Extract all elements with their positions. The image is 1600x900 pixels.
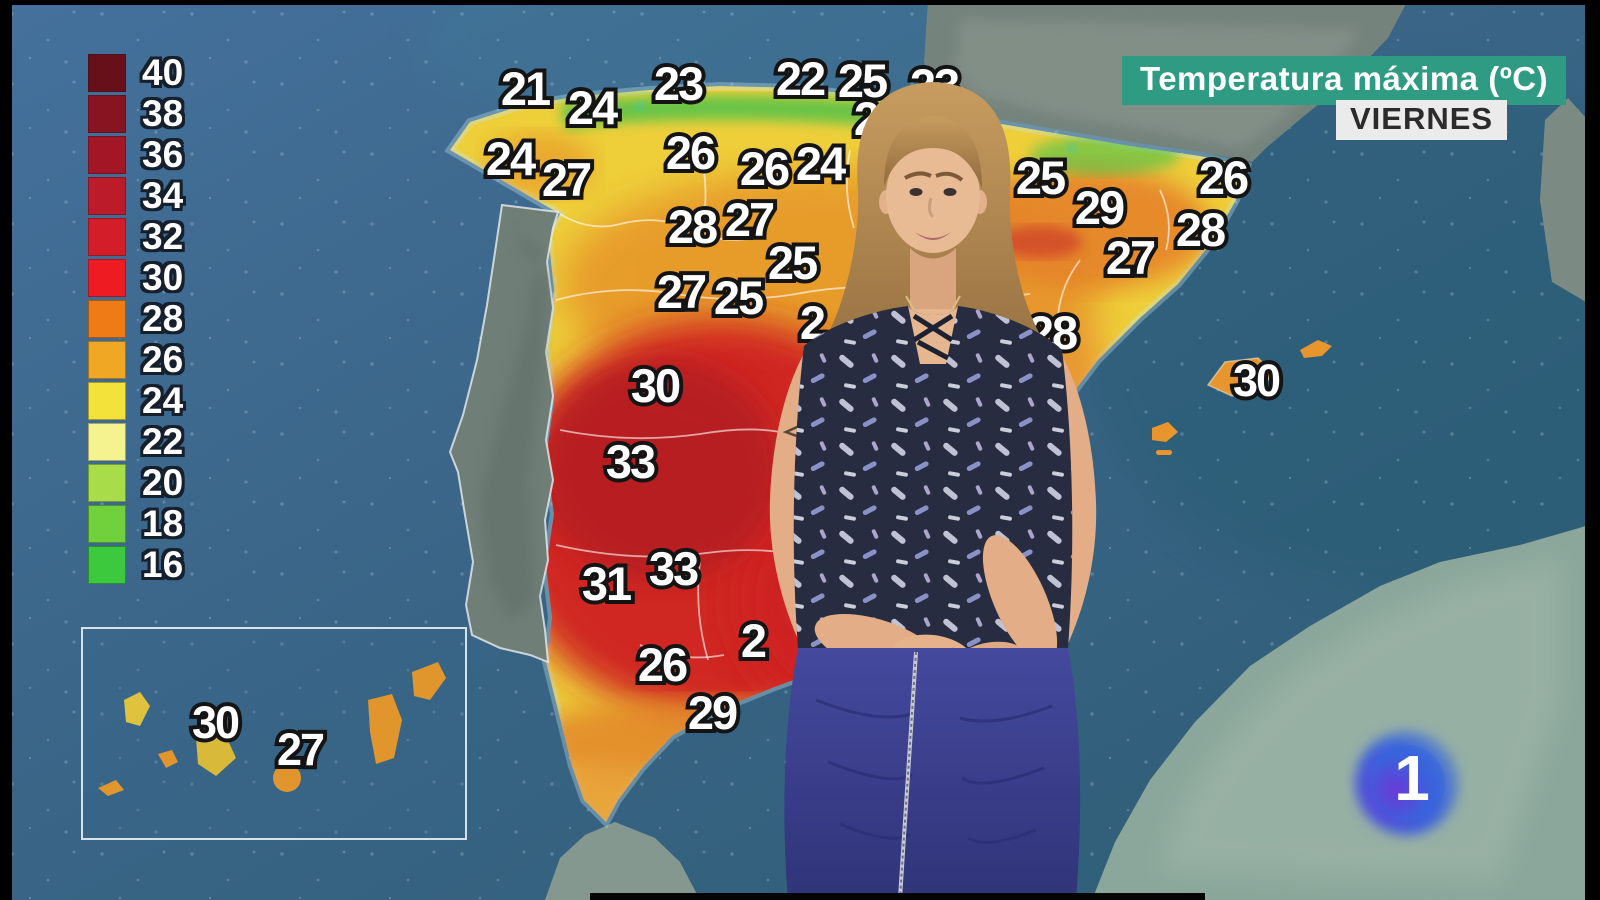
temp-label-mainland: 24 xyxy=(568,81,618,134)
presenter-fringe xyxy=(884,116,982,188)
presenter-zipper-teeth xyxy=(899,651,917,899)
legend-label: 34 xyxy=(142,175,184,216)
presenter-skirt xyxy=(784,648,1081,900)
africa-landmass xyxy=(545,522,1600,900)
presenter-brow xyxy=(935,171,964,182)
channel-logo-number: 1 xyxy=(1394,742,1430,814)
legend-label: 32 xyxy=(142,216,184,257)
legend-row: 20 xyxy=(88,462,183,503)
map-title: Temperatura máxima (ºC) xyxy=(1122,56,1567,105)
legend-swatch xyxy=(88,258,126,297)
temp-label-mainland: 26 xyxy=(1199,151,1248,204)
temp-label-mainland: 24 xyxy=(796,137,846,190)
temp-label-mainland: 24 xyxy=(486,132,536,185)
temp-label-mainland: 21 xyxy=(501,62,550,115)
legend-label: 40 xyxy=(142,52,184,93)
frame-bar-left xyxy=(0,0,12,900)
canary-inset xyxy=(81,627,467,840)
legend-row: 30 xyxy=(88,257,183,298)
legend-row: 34 xyxy=(88,175,183,216)
lower-third-edge xyxy=(590,893,1205,900)
legend-label: 38 xyxy=(142,93,184,134)
legend-label: 18 xyxy=(142,503,184,544)
temp-label-mainland: 25 xyxy=(714,271,763,324)
legend-swatch xyxy=(88,340,126,379)
temp-label-mainland: 27 xyxy=(657,265,706,318)
legend-swatch xyxy=(88,504,126,543)
temp-label-mainland: 27 xyxy=(725,193,774,246)
legend-swatch xyxy=(88,94,126,133)
temp-label-canary: 27 xyxy=(277,724,324,775)
temp-label-mainland: 27 xyxy=(542,153,591,206)
legend-label: 16 xyxy=(142,544,184,585)
temp-label-mainland: 28 xyxy=(668,200,717,253)
legend-row: 32 xyxy=(88,216,183,257)
legend-row: 26 xyxy=(88,339,183,380)
legend-label: 20 xyxy=(142,462,184,503)
temp-label-mainland: 25 xyxy=(1016,151,1065,204)
legend-swatch xyxy=(88,463,126,502)
temp-label-canary: 30 xyxy=(192,697,239,748)
legend-row: 24 xyxy=(88,380,183,421)
corsica-island xyxy=(1540,98,1586,302)
presenter xyxy=(769,82,1097,900)
portugal-relief xyxy=(480,230,548,620)
temp-label-mainland: 22 xyxy=(776,52,825,105)
temp-label-mainland: 23 xyxy=(654,57,703,110)
presenter-forearm xyxy=(982,535,1058,665)
legend-label: 30 xyxy=(142,257,184,298)
legend-row: 18 xyxy=(88,503,183,544)
legend-swatch xyxy=(88,422,126,461)
legend-label: 28 xyxy=(142,298,184,339)
legend-swatch xyxy=(88,381,126,420)
legend-label: 26 xyxy=(142,339,184,380)
presenter-lips xyxy=(915,232,951,240)
temp-label-mainland: 29 xyxy=(688,686,737,739)
frame-bar-right xyxy=(1585,0,1600,900)
temp-label-mainland: 30 xyxy=(631,359,680,412)
temp-label-mainland: 29 xyxy=(1075,181,1124,234)
balearic-islands xyxy=(1152,340,1332,455)
temp-label-balearic: 30 xyxy=(1233,355,1280,406)
temp-label-mainland: 28 xyxy=(1176,203,1225,256)
legend-swatch xyxy=(88,176,126,215)
legend-swatch xyxy=(88,135,126,174)
temp-label-mainland: 2 xyxy=(741,614,766,667)
legend-swatch xyxy=(88,545,126,584)
legend-swatch xyxy=(88,217,126,256)
presenter-brow xyxy=(904,171,932,180)
presenter-eye xyxy=(943,188,957,196)
presenter-skirt-ruching xyxy=(815,698,1053,844)
frame-bar-top xyxy=(0,0,1600,5)
province-borders xyxy=(555,149,1170,661)
temp-label-mainland: 26 xyxy=(666,126,715,179)
legend-label: 24 xyxy=(142,380,184,421)
presenter-nose xyxy=(927,197,935,219)
temp-label-mainland: 26 xyxy=(638,638,687,691)
legend-swatch xyxy=(88,299,126,338)
legend-row: 40 xyxy=(88,52,183,93)
legend-row: 22 xyxy=(88,421,183,462)
legend-swatch xyxy=(88,53,126,92)
legend-row: 38 xyxy=(88,93,183,134)
temp-label-mainland: 27 xyxy=(1106,231,1155,284)
presenter-eye xyxy=(909,188,923,196)
temp-label-mainland: 26 xyxy=(740,142,789,195)
legend-label: 36 xyxy=(142,134,184,175)
legend-row: 36 xyxy=(88,134,183,175)
legend-row: 28 xyxy=(88,298,183,339)
presenter-neck xyxy=(910,248,956,317)
legend-row: 16 xyxy=(88,544,183,585)
temp-label-mainland: 33 xyxy=(649,542,698,595)
day-badge: VIERNES xyxy=(1336,100,1508,140)
temp-label-mainland: 31 xyxy=(582,557,631,610)
temperature-legend: 40 38 36 34 32 30 28 26 24 22 20 18 16 xyxy=(88,52,183,585)
presenter-laces xyxy=(912,313,954,361)
presenter-face xyxy=(886,139,980,253)
temp-label-mainland: 33 xyxy=(606,435,655,488)
channel-logo: 1 xyxy=(1355,731,1459,835)
temp-label-mainland: 25 xyxy=(768,236,817,289)
legend-label: 22 xyxy=(142,421,184,462)
